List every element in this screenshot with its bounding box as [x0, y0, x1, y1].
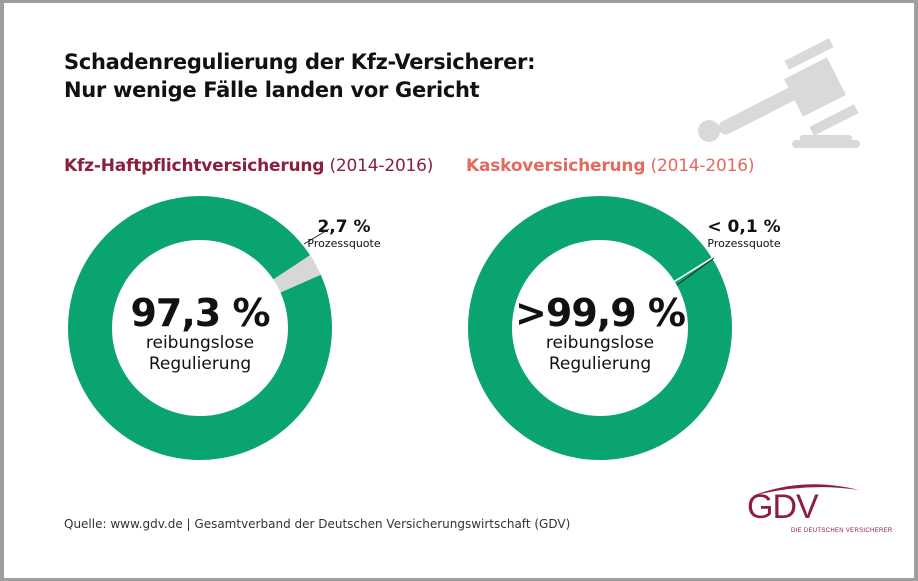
chart-2-callout: < 0,1 % Prozessquote [704, 217, 784, 251]
logo-tagline: DIE DEUTSCHEN VERSICHERER [791, 528, 893, 534]
chart-1-center-text: 97,3 % reibungslose Regulierung [100, 293, 300, 375]
chart-1-title: Kfz-Haftpflichtversicherung (2014-2016) [64, 155, 433, 177]
chart-1-slice-prozessquote [273, 255, 321, 293]
chart-1-period: (2014-2016) [329, 156, 434, 176]
chart-1-center-value: 97,3 % [130, 291, 270, 335]
chart-1-callout-label: Prozessquote [307, 237, 381, 250]
logo-wordmark: GDV [747, 488, 819, 526]
chart-2-callout-label: Prozessquote [707, 237, 781, 250]
chart-2-title: Kaskoversicherung (2014-2016) [466, 155, 754, 177]
chart-2-slice-prozessquote-line [674, 257, 713, 283]
chart-2-leader-line [676, 257, 715, 286]
chart-2-slice-reibungslose-regulierung [468, 196, 733, 461]
chart-1-title-main: Kfz-Haftpflichtversicherung [64, 156, 325, 176]
donut-charts [67, 195, 733, 461]
chart-2-center-text: >99,9 % reibungslose Regulierung [500, 293, 700, 375]
chart-1-callout: 2,7 % Prozessquote [304, 217, 384, 251]
chart-1-callout-value: 2,7 % [317, 217, 371, 237]
chart-2-period: (2014-2016) [650, 156, 755, 176]
title-line-2: Nur wenige Fälle landen vor Gericht [64, 78, 480, 102]
logo-arc-icon [752, 484, 859, 496]
chart-2-center-label-1: reibungslose [545, 333, 655, 353]
page-title: Schadenregulierung der Kfz-Versicherer: … [64, 48, 536, 104]
chart-1-leader-line [303, 228, 330, 245]
gavel-icon [698, 38, 860, 148]
chart-2-center-value: >99,9 % [515, 291, 686, 335]
chart-1-center-label-1: reibungslose [145, 333, 255, 353]
gdv-logo: GDV DIE DEUTSCHEN VERSICHERER [744, 478, 894, 543]
chart-2-callout-value: < 0,1 % [707, 217, 781, 237]
chart-1-center-label-2: Regulierung [148, 354, 252, 374]
title-line-1: Schadenregulierung der Kfz-Versicherer: [64, 50, 536, 74]
chart-2-center-label-2: Regulierung [548, 354, 652, 374]
chart-1-slice-reibungslose-regulierung [67, 195, 332, 460]
source-note: Quelle: www.gdv.de | Gesamtverband der D… [64, 517, 571, 531]
infographic-page: Schadenregulierung der Kfz-Versicherer: … [4, 3, 914, 578]
chart-2-title-main: Kaskoversicherung [466, 156, 646, 176]
